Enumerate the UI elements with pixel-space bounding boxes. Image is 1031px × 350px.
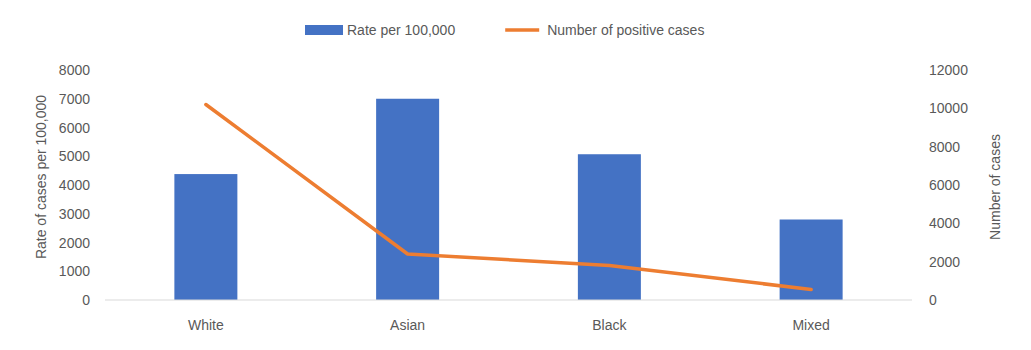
y2-tick-label: 12000 — [929, 62, 968, 78]
x-tick-label: Mixed — [792, 317, 829, 333]
y2-tick-label: 8000 — [929, 139, 960, 155]
y2-tick-label: 6000 — [929, 177, 960, 193]
x-axis: White Asian Black Mixed — [188, 317, 830, 333]
y-axis-title: Rate of cases per 100,000 — [33, 95, 49, 259]
x-tick-label: Asian — [390, 317, 425, 333]
chart-svg: 0 1000 2000 3000 4000 5000 6000 7000 8000 0 2000 40… — [0, 0, 1031, 350]
y-tick-label: 1000 — [59, 263, 90, 279]
y2-tick-label: 4000 — [929, 215, 960, 231]
legend-label: Rate per 100,000 — [347, 22, 455, 38]
legend-label: Number of positive cases — [547, 22, 704, 38]
y2-axis-title: Number of cases — [987, 134, 1003, 240]
legend: Rate per 100,000 Number of positive cases — [305, 22, 704, 38]
legend-swatch — [305, 25, 343, 35]
y2-axis: 0 2000 4000 6000 8000 10000 12000 — [915, 62, 968, 308]
bar — [174, 174, 237, 300]
y2-tick-label: 0 — [929, 292, 937, 308]
plot-marks — [174, 99, 842, 300]
y-tick-label: 7000 — [59, 91, 90, 107]
y-tick-label: 0 — [82, 292, 90, 308]
bar — [376, 99, 439, 300]
y2-tick-label: 2000 — [929, 254, 960, 270]
y-tick-label: 2000 — [59, 235, 90, 251]
y2-tick-label: 10000 — [929, 100, 968, 116]
y-tick-label: 3000 — [59, 206, 90, 222]
x-tick-label: Black — [592, 317, 627, 333]
y-tick-label: 6000 — [59, 120, 90, 136]
y-tick-label: 5000 — [59, 148, 90, 164]
x-tick-label: White — [188, 317, 224, 333]
x-axis-line — [105, 300, 912, 301]
chart-container: 0 1000 2000 3000 4000 5000 6000 7000 8000 0 2000 40… — [0, 0, 1031, 350]
legend-swatch — [505, 28, 539, 32]
y-tick-label: 8000 — [59, 62, 90, 78]
y-tick-label: 4000 — [59, 177, 90, 193]
y-axis: 0 1000 2000 3000 4000 5000 6000 7000 8000 — [59, 62, 102, 308]
line — [206, 105, 811, 290]
bar — [578, 154, 641, 300]
